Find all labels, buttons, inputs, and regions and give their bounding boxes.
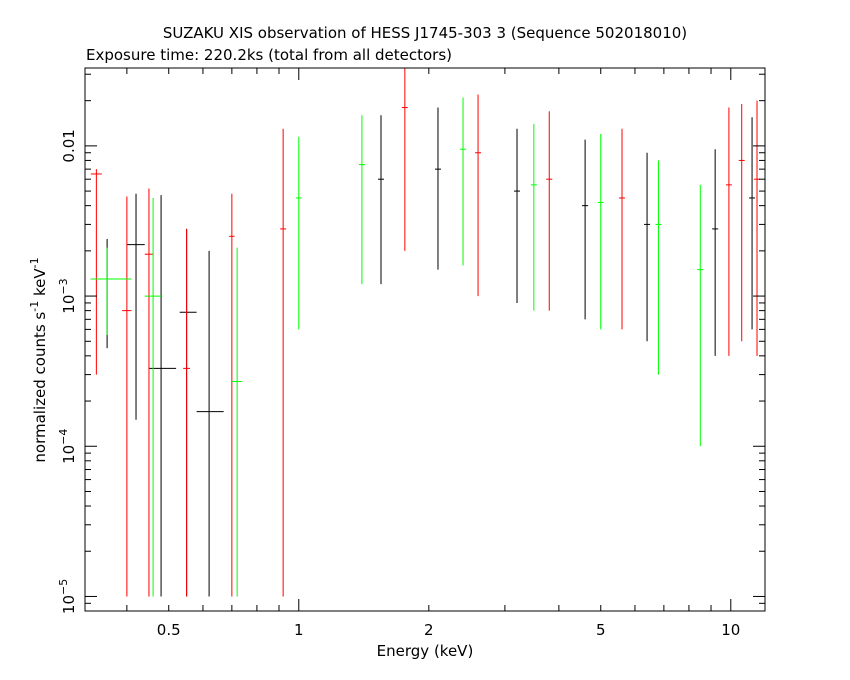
plot-frame: [84, 67, 766, 612]
x-axis-label: Energy (keV): [377, 642, 474, 660]
y-axis-label-exp1: -1: [28, 301, 41, 312]
x-tick-label: 1: [294, 621, 304, 639]
x-tick-label: 2: [424, 621, 434, 639]
series-group: [90, 97, 704, 597]
y-tick-label: 10−3: [57, 278, 78, 313]
chart-title: SUZAKU XIS observation of HESS J1745-303…: [163, 24, 687, 42]
y-tick-label: 10−4: [57, 429, 78, 464]
series-group: [90, 68, 761, 597]
data-layer: [90, 68, 761, 597]
x-tick-label: 5: [596, 621, 606, 639]
x-tick-label: 10: [721, 621, 740, 639]
y-tick-label: 10−5: [57, 579, 78, 614]
y-tick-label: 0.01: [60, 129, 78, 162]
chart-subtitle: Exposure time: 220.2ks (total from all d…: [86, 46, 452, 64]
y-axis-label: normalized counts s-1 keV-1: [28, 257, 49, 462]
y-axis-label-prefix: normalized counts s: [31, 312, 49, 463]
y-axis-label-mid: keV: [31, 268, 49, 301]
axis-layer: 0.5 1 2 5 10 0.01 10−3 10−4 10−5: [57, 68, 765, 639]
y-axis-label-exp2: -1: [28, 257, 41, 268]
x-tick-label: 0.5: [157, 621, 181, 639]
